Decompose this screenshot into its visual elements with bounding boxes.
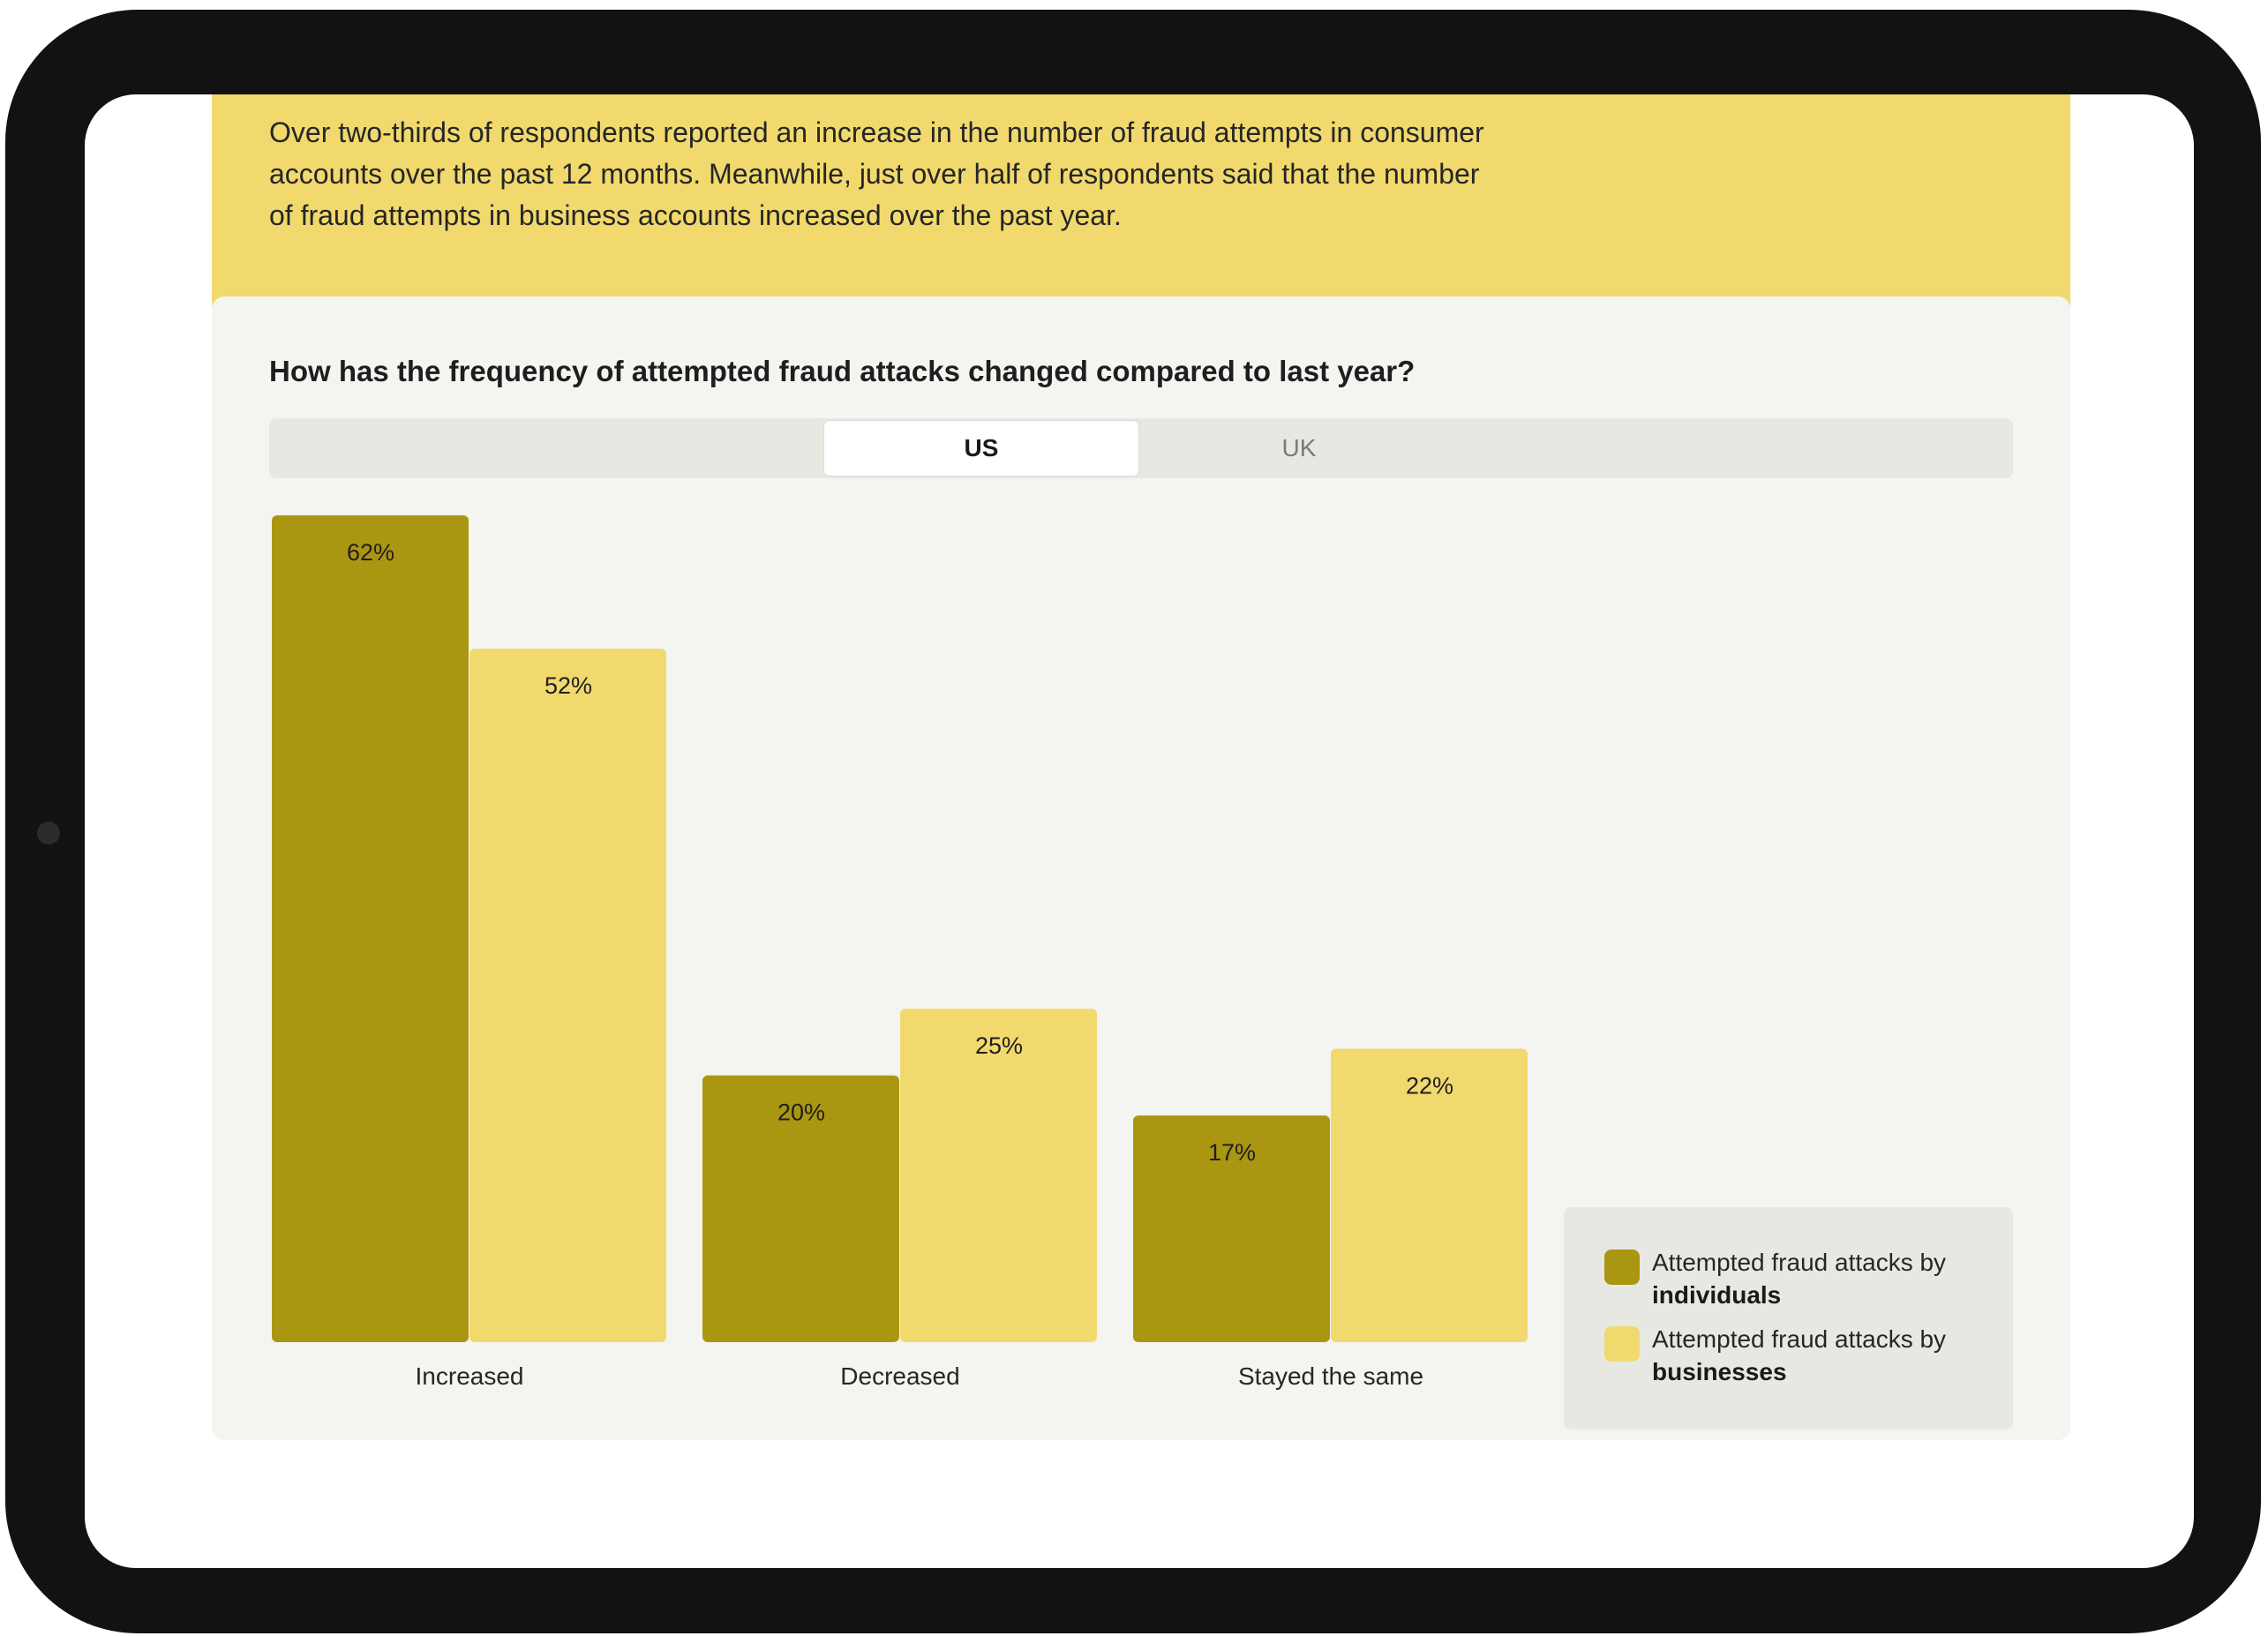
x-tick-label-stayed-the-same: Stayed the same xyxy=(1238,1362,1423,1390)
bar-increased-individuals xyxy=(272,515,469,1342)
chart-legend: Attempted fraud attacks by individuals A… xyxy=(1564,1207,2013,1430)
legend-label-businesses-prefix: Attempted fraud attacks by xyxy=(1652,1325,1947,1353)
legend-swatch-businesses xyxy=(1604,1326,1640,1362)
bar-decreased-individuals xyxy=(702,1075,899,1342)
data-label-increased-individuals: 62% xyxy=(347,539,394,566)
chart-card: How has the frequency of attempted fraud… xyxy=(212,296,2070,1440)
legend-label-individuals-prefix: Attempted fraud attacks by xyxy=(1652,1249,1947,1276)
legend-swatch-individuals xyxy=(1604,1250,1640,1285)
tab-us[interactable]: US xyxy=(823,420,1139,477)
intro-text: Over two-thirds of respondents reported … xyxy=(269,116,1484,231)
x-tick-label-increased: Increased xyxy=(416,1362,524,1390)
bar-stayed-the-same-individuals xyxy=(1133,1115,1330,1342)
camera-dot xyxy=(37,822,60,844)
bar-chart: 62% 52% Increased 20% 25% Decreased 17% 22% Stay… xyxy=(272,515,1528,1390)
country-toggle: US UK xyxy=(269,418,2013,478)
tab-uk[interactable]: UK xyxy=(1281,434,1317,462)
x-tick-label-decreased: Decreased xyxy=(840,1362,959,1390)
data-label-increased-businesses: 52% xyxy=(544,672,592,699)
data-label-stayed-the-same-businesses: 22% xyxy=(1406,1073,1453,1099)
legend-label-businesses-bold: businesses xyxy=(1652,1358,1787,1385)
legend-label-individuals-bold: individuals xyxy=(1652,1281,1782,1309)
bar-decreased-businesses xyxy=(900,1009,1097,1342)
data-label-stayed-the-same-individuals: 17% xyxy=(1208,1139,1256,1166)
bar-stayed-the-same-businesses xyxy=(1331,1048,1528,1342)
screen: Over two-thirds of respondents reported … xyxy=(85,94,2194,1568)
data-label-decreased-businesses: 25% xyxy=(975,1032,1023,1059)
tablet-frame: Over two-thirds of respondents reported … xyxy=(5,10,2261,1633)
bar-increased-businesses xyxy=(469,649,666,1342)
chart-question: How has the frequency of attempted fraud… xyxy=(269,355,1416,387)
data-label-decreased-individuals: 20% xyxy=(777,1099,825,1126)
